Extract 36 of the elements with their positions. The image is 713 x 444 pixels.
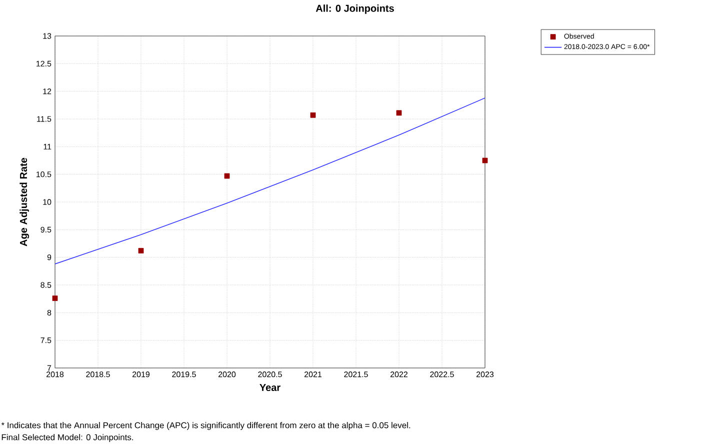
- text: Final Selected Model: 0 Joinpoints.: [2, 434, 134, 442]
- point: [396, 110, 402, 116]
- x-tick-label: 2018.5: [86, 372, 110, 378]
- x-tick-label: 2021: [304, 372, 322, 378]
- x-tick-label: 2019: [132, 372, 150, 378]
- point: [482, 158, 488, 164]
- x-tick-label: 2020.5: [258, 372, 282, 378]
- x-tick-label: 2022: [390, 372, 408, 378]
- x-tick-label: 2023: [476, 372, 494, 378]
- x-tick-label: 2020: [218, 372, 236, 378]
- y-tick-label: 10.5: [36, 171, 52, 178]
- y-tick-label: 8.5: [40, 282, 52, 288]
- x-axis-title: Year: [260, 384, 280, 392]
- point: [224, 173, 230, 179]
- x-tick-label: 2018: [46, 372, 64, 378]
- x-tick-label: 2019.5: [172, 372, 196, 378]
- y-tick-label: 7.5: [40, 338, 52, 344]
- y-axis-title: Age Adjusted Rate: [20, 158, 30, 246]
- y-tick-label: 10: [43, 199, 52, 205]
- x-tick-label: 2022.5: [430, 372, 454, 378]
- line-series: [55, 98, 485, 264]
- chart-title: All: 0 Joinpoints: [316, 4, 394, 14]
- x-tick-label: 2021.5: [344, 372, 368, 378]
- y-tick-label: 7: [47, 365, 52, 371]
- y-tick-label: 12: [43, 88, 52, 94]
- point: [52, 296, 58, 301]
- point: [138, 248, 144, 254]
- text: * Indicates that the Annual Percent Change (APC) is significantly different from zero at the alpha = 0.05 level.: [1, 422, 410, 430]
- y-tick-label: 8: [47, 310, 52, 316]
- y-tick-label: 13: [43, 33, 52, 39]
- y-tick-label: 9: [47, 254, 52, 260]
- y-tick-label: 9.5: [40, 226, 52, 232]
- y-tick-label: 11.5: [37, 116, 52, 122]
- point: [310, 112, 316, 118]
- y-tick-label: 12.5: [36, 60, 52, 66]
- y-tick-label: 11: [44, 144, 52, 150]
